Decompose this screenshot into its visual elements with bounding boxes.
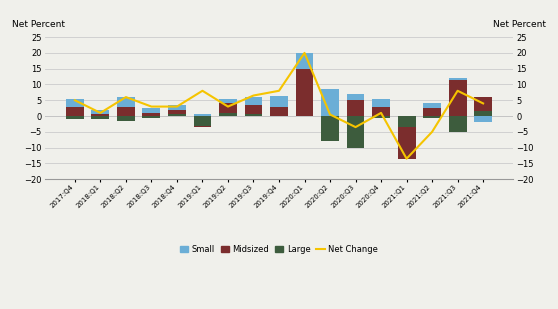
Bar <box>244 97 262 105</box>
Bar <box>168 114 186 116</box>
Bar <box>423 108 441 116</box>
Bar <box>398 116 416 127</box>
Bar <box>321 116 339 141</box>
Bar <box>194 116 211 125</box>
Bar <box>244 114 262 116</box>
Text: Net Percent: Net Percent <box>493 19 546 28</box>
Bar <box>347 94 364 100</box>
Bar <box>423 116 441 118</box>
Bar <box>142 113 160 116</box>
Bar <box>347 116 364 148</box>
Bar <box>244 105 262 114</box>
Bar <box>296 53 314 69</box>
Bar <box>66 116 84 119</box>
Bar <box>347 100 364 116</box>
Bar <box>168 110 186 114</box>
Bar <box>117 97 135 107</box>
Bar <box>194 114 211 116</box>
Bar <box>372 107 390 116</box>
Bar <box>194 125 211 127</box>
Bar <box>117 107 135 116</box>
Text: Net Percent: Net Percent <box>12 19 65 28</box>
Bar <box>142 116 160 118</box>
Bar <box>270 95 288 107</box>
Bar <box>219 99 237 104</box>
Bar <box>474 97 492 111</box>
Bar <box>398 127 416 159</box>
Bar <box>92 116 109 119</box>
Bar <box>92 114 109 116</box>
Bar <box>474 111 492 116</box>
Bar <box>449 116 466 132</box>
Bar <box>474 116 492 122</box>
Bar <box>296 69 314 116</box>
Bar <box>449 80 466 116</box>
Legend: Small, Midsized, Large, Net Change: Small, Midsized, Large, Net Change <box>177 242 381 257</box>
Bar <box>372 99 390 107</box>
Bar <box>219 104 237 113</box>
Bar <box>168 105 186 110</box>
Bar <box>219 113 237 116</box>
Bar <box>66 99 84 107</box>
Bar <box>92 110 109 114</box>
Bar <box>423 104 441 108</box>
Bar <box>117 116 135 121</box>
Bar <box>321 89 339 116</box>
Bar <box>449 78 466 80</box>
Bar <box>142 108 160 113</box>
Bar <box>372 116 390 118</box>
Bar <box>66 107 84 116</box>
Bar <box>270 107 288 116</box>
